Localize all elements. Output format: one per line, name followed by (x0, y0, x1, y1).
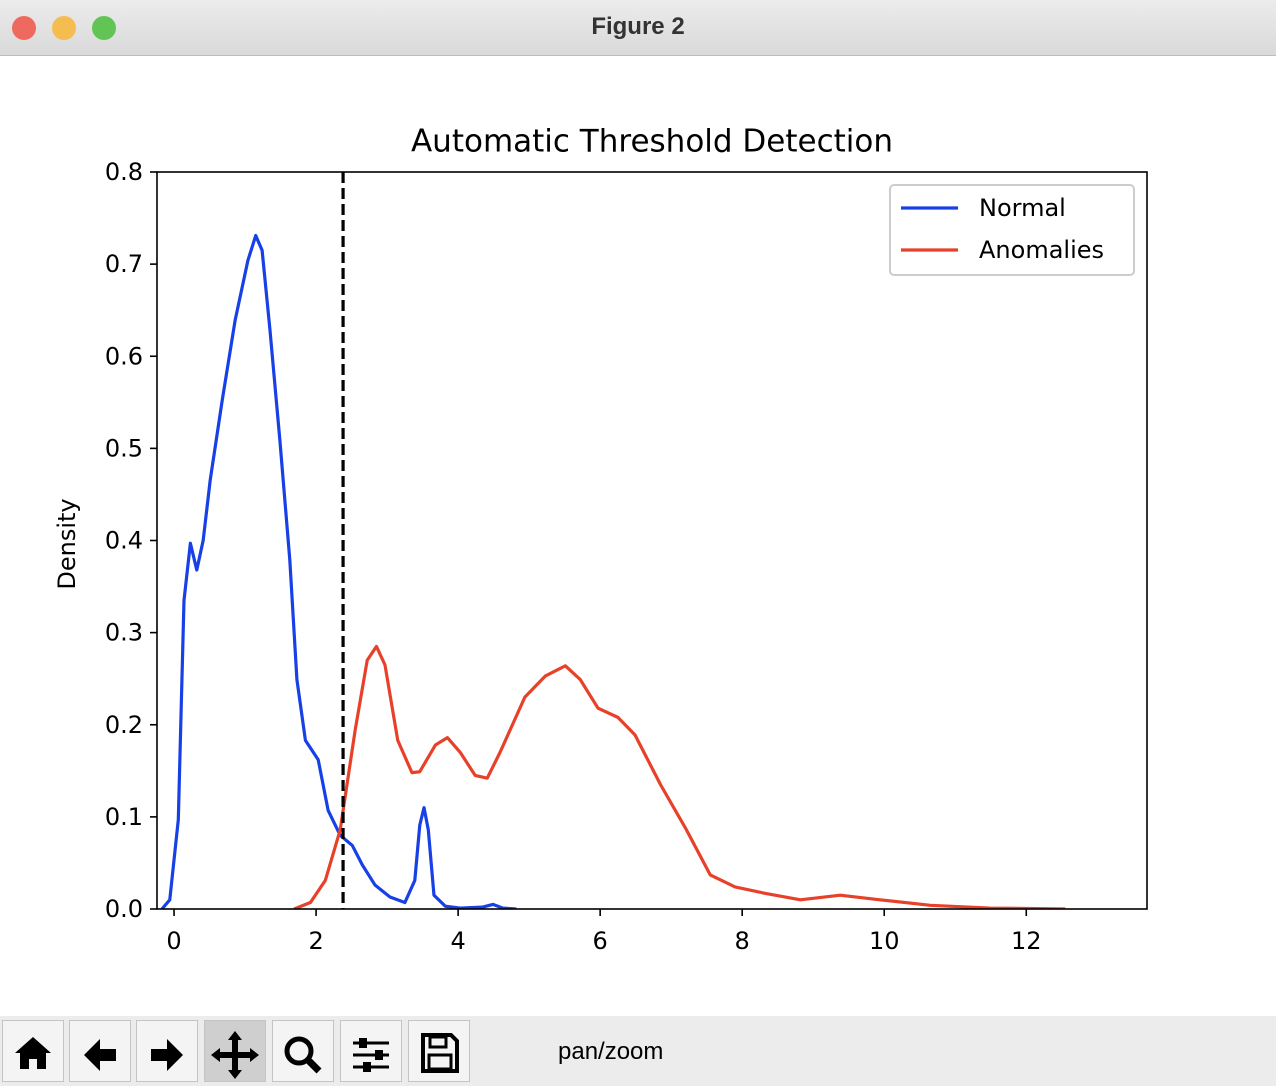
x-tick-label: 12 (1011, 927, 1042, 955)
x-tick-label: 10 (869, 927, 900, 955)
chart-title: Automatic Threshold Detection (411, 124, 893, 160)
home-icon (15, 1037, 51, 1069)
status-text: pan/zoom (558, 1038, 664, 1065)
close-button[interactable] (12, 16, 36, 40)
y-axis-label: Density (53, 498, 81, 589)
series-line (160, 233, 517, 909)
y-tick-label: 0.7 (105, 250, 143, 278)
y-tick-label: 0.0 (105, 895, 143, 923)
legend-label: Normal (979, 194, 1066, 222)
home-button[interactable] (2, 1020, 64, 1082)
legend-label: Anomalies (979, 236, 1104, 264)
y-tick-label: 0.5 (105, 434, 143, 462)
minimize-button[interactable] (52, 16, 76, 40)
zoom-icon (284, 1036, 322, 1074)
window-title: Figure 2 (591, 13, 685, 40)
x-tick-label: 0 (166, 927, 181, 955)
series-line (293, 644, 1066, 909)
plot-frame (156, 171, 1148, 910)
zoom-button[interactable] (92, 16, 116, 40)
toolbar: pan/zoom (0, 1016, 1276, 1086)
pan-button[interactable] (204, 1020, 266, 1082)
pan-icon (211, 1031, 259, 1079)
x-tick-label: 8 (735, 927, 750, 955)
y-tick-label: 0.6 (105, 342, 143, 370)
back-button[interactable] (69, 1020, 131, 1082)
save-button[interactable] (408, 1020, 470, 1082)
y-tick-label: 0.4 (105, 527, 143, 555)
zoom-tool-button[interactable] (272, 1020, 334, 1082)
save-icon (421, 1033, 459, 1073)
x-tick-label: 4 (450, 927, 465, 955)
chart: Automatic Threshold Detection Density 0.… (53, 124, 1148, 955)
forward-button[interactable] (136, 1020, 198, 1082)
y-tick-label: 0.8 (105, 158, 143, 186)
forward-icon (151, 1039, 183, 1071)
y-tick-label: 0.1 (105, 803, 143, 831)
back-icon (84, 1039, 116, 1071)
y-tick-label: 0.3 (105, 619, 143, 647)
title-bar: Figure 2 (0, 0, 1276, 56)
x-tick-label: 6 (593, 927, 608, 955)
configure-button[interactable] (340, 1020, 402, 1082)
configure-icon (353, 1038, 389, 1072)
x-tick-label: 2 (308, 927, 323, 955)
y-tick-label: 0.2 (105, 711, 143, 739)
